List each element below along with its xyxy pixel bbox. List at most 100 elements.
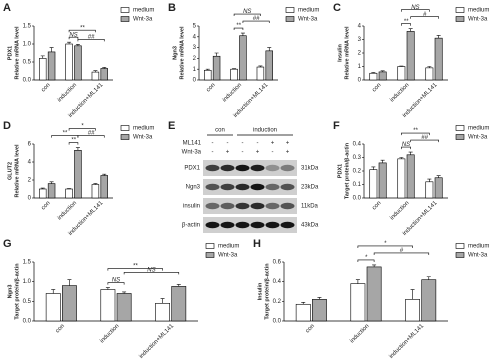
significance-label: # <box>423 12 427 18</box>
y-tick-label: 0.1 <box>353 182 362 188</box>
y-tick-label: 0.0 <box>23 319 32 325</box>
panel-letter: E <box>168 120 175 132</box>
significance-bracket <box>68 142 79 145</box>
y-axis-label: Relative mRNA level <box>179 26 185 79</box>
bar <box>295 303 311 322</box>
x-tick-label: induction <box>57 82 78 103</box>
error-bar <box>176 284 181 287</box>
significance-bracket <box>107 268 163 271</box>
y-axis-label: Insulin <box>337 44 343 62</box>
error-bar <box>75 147 80 151</box>
y-tick-label: 0.2 <box>353 169 362 175</box>
y-axis-label: Target protein/β-actin <box>14 263 20 320</box>
blot-strip <box>203 198 297 214</box>
x-tick-label: con <box>41 200 52 211</box>
bar <box>239 35 247 81</box>
bar <box>45 293 61 322</box>
y-tick-label: 2 <box>28 178 32 184</box>
error-bar <box>371 72 376 74</box>
blot-band <box>280 164 295 172</box>
legend-swatch <box>120 7 130 13</box>
error-bar <box>240 32 245 36</box>
blot-band <box>280 202 295 210</box>
significance-bracket <box>401 146 411 150</box>
legend-label: Wnt-3a <box>133 135 153 141</box>
panel-letter: C <box>333 2 341 14</box>
error-bar <box>102 173 107 176</box>
legend-label: medium <box>133 8 154 14</box>
bar <box>405 299 420 322</box>
y-tick-label: 6 <box>28 142 32 148</box>
bar <box>91 71 100 81</box>
bar <box>230 68 238 81</box>
significance-bracket <box>233 13 261 17</box>
significance-label: NS <box>69 32 77 38</box>
treatment-label: Wnt-3a <box>182 150 202 156</box>
error-bar <box>427 178 432 182</box>
legend-swatch <box>455 7 465 13</box>
y-tick-label: 0 <box>193 78 197 84</box>
blot-band <box>220 164 235 172</box>
error-bar <box>40 55 45 59</box>
error-bar <box>67 41 72 44</box>
legend-label: medium <box>133 126 154 132</box>
bar <box>369 72 378 81</box>
significance-bracket <box>242 20 270 24</box>
treatment-sign: + <box>286 141 290 147</box>
blot-band <box>280 221 295 229</box>
panel-letter: H <box>253 238 261 250</box>
significance-label: ** <box>62 131 67 137</box>
bar <box>100 175 108 199</box>
y-axis-label: Relative mRNA level <box>14 26 20 79</box>
significance-label: ** <box>80 25 85 31</box>
blot-band <box>265 221 280 229</box>
significance-bracket <box>77 39 105 42</box>
blot-band <box>250 221 265 229</box>
blot-band <box>235 221 250 229</box>
bar <box>378 71 387 81</box>
bar <box>378 162 387 199</box>
legend-label: Wnt-3a <box>468 253 488 259</box>
y-tick-label: 2 <box>358 51 362 57</box>
y-axis-label: Relative mRNA level <box>14 144 20 197</box>
bar <box>62 285 77 322</box>
legend-swatch <box>455 243 465 249</box>
error-bar <box>67 279 72 286</box>
error-bar <box>258 65 263 68</box>
x-tick-label: con <box>41 82 52 93</box>
significance-label: ** <box>133 264 138 270</box>
significance-bracket <box>107 282 125 285</box>
bar <box>434 177 443 199</box>
bar <box>39 188 47 199</box>
bar <box>406 154 415 199</box>
x-tick-label: induction <box>57 200 78 221</box>
significance-label: ## <box>88 131 95 137</box>
significance-bracket <box>401 132 430 136</box>
band-label: insulin <box>183 204 200 210</box>
treatment-sign: - <box>242 150 244 156</box>
legend-swatch <box>120 16 130 22</box>
legend-label: Wnt-3a <box>468 17 488 23</box>
legend-swatch <box>455 16 465 22</box>
legend-swatch <box>205 252 215 258</box>
x-tick-label: induction <box>349 323 370 344</box>
error-bar <box>436 175 441 178</box>
legend-swatch <box>455 252 465 258</box>
blot-band <box>250 183 265 191</box>
significance-label: ** <box>404 19 409 25</box>
y-axis-label: Ngn3 <box>172 46 178 60</box>
error-bar <box>105 287 110 290</box>
blot-strip <box>203 217 297 233</box>
bar <box>47 51 56 81</box>
significance-bracket <box>410 139 439 143</box>
y-axis-label: Target protein/β-actin <box>344 142 350 199</box>
bar <box>425 181 434 199</box>
blot-band <box>265 164 280 172</box>
error-bar <box>410 289 415 300</box>
bar <box>47 183 56 199</box>
treatment-sign: - <box>257 141 259 147</box>
blot-band <box>235 202 250 210</box>
x-tick-label: con <box>371 200 382 211</box>
significance-bracket <box>123 272 180 275</box>
treatment-sign: - <box>242 141 244 147</box>
